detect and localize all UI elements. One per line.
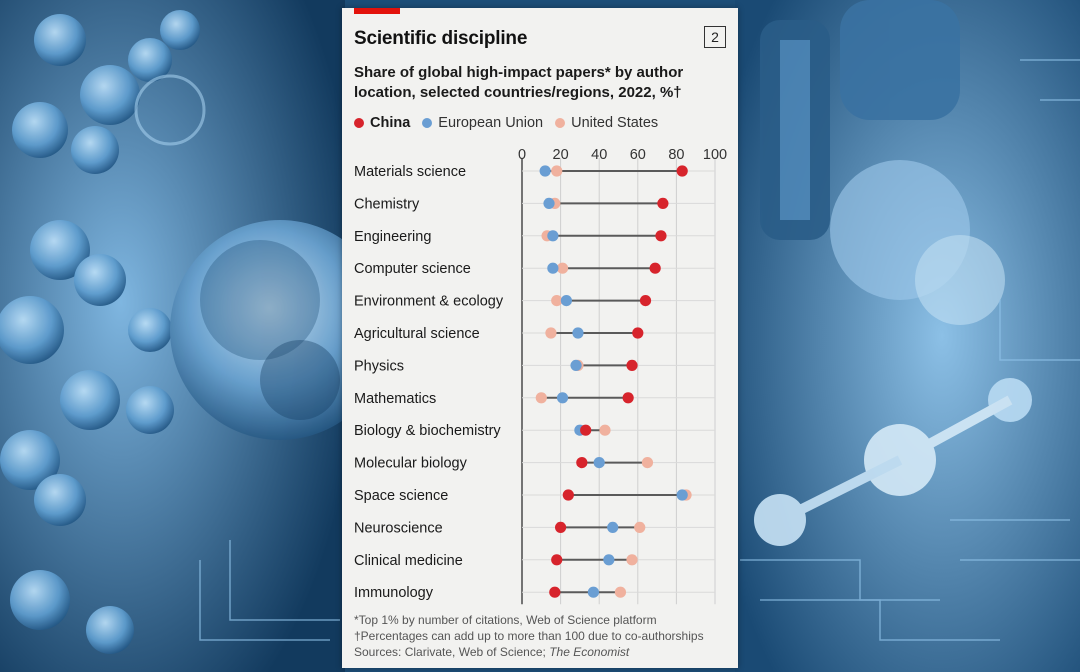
- dot-european-union-clinical-medicine: [603, 554, 615, 566]
- footnotes: *Top 1% by number of citations, Web of S…: [354, 612, 704, 660]
- category-label-environment-ecology: Environment & ecology: [354, 294, 504, 310]
- dot-china-space-science: [562, 489, 574, 501]
- category-label-clinical-medicine: Clinical medicine: [354, 553, 463, 569]
- chart-subtitle: Share of global high-impact papers* by a…: [354, 64, 684, 101]
- dot-united-states-clinical-medicine: [626, 554, 638, 566]
- chart-title: Scientific discipline: [354, 28, 528, 49]
- dot-european-union-environment-ecology: [560, 295, 572, 307]
- category-label-agricultural-science: Agricultural science: [354, 326, 480, 342]
- category-label-materials-science: Materials science: [354, 164, 466, 180]
- dot-european-union-engineering: [547, 230, 559, 242]
- brand-accent-bar: [354, 8, 400, 14]
- category-label-chemistry: Chemistry: [354, 196, 420, 212]
- legend-label-eu: European Union: [438, 115, 544, 131]
- legend-dot-china: [354, 118, 364, 128]
- dot-european-union-immunology: [587, 586, 600, 598]
- legend-item-china: China: [354, 115, 410, 131]
- legend-item-us: United States: [555, 115, 658, 131]
- dot-european-union-physics: [570, 359, 582, 371]
- legend: China European Union United States: [354, 115, 670, 131]
- dot-european-union-space-science: [676, 489, 688, 501]
- dot-china-engineering: [655, 230, 667, 242]
- category-label-computer-science: Computer science: [354, 261, 471, 277]
- dot-european-union-chemistry: [543, 197, 555, 209]
- x-tick-label-100: 100: [703, 147, 727, 163]
- category-label-biology-biochemistry: Biology & biochemistry: [354, 423, 501, 439]
- legend-item-eu: European Union: [422, 115, 543, 131]
- chart-number-badge: 2: [704, 26, 726, 48]
- x-tick-label-40: 40: [591, 147, 607, 163]
- dot-china-immunology: [549, 586, 561, 598]
- dot-european-union-materials-science: [539, 165, 551, 177]
- category-label-mathematics: Mathematics: [354, 391, 436, 407]
- footnote-citations: *Top 1% by number of citations, Web of S…: [354, 613, 657, 627]
- dot-china-neuroscience: [555, 521, 567, 533]
- dot-china-molecular-biology: [576, 457, 588, 469]
- dot-plot: 0 20 40 60 80 100 Materials science Chemistry En…: [354, 147, 727, 605]
- dot-united-states-molecular-biology: [641, 457, 654, 469]
- dot-china-computer-science: [649, 262, 661, 274]
- dot-china-physics: [626, 359, 638, 371]
- dot-china-agricultural-science: [632, 327, 644, 339]
- dot-united-states-environment-ecology: [551, 295, 563, 307]
- dot-united-states-computer-science: [556, 262, 569, 274]
- sources-text: Sources: Clarivate, Web of Science;: [354, 645, 550, 659]
- dot-united-states-biology-biochemistry: [599, 424, 611, 436]
- dot-china-chemistry: [657, 197, 669, 209]
- dot-united-states-agricultural-science: [545, 327, 557, 339]
- dot-china-biology-biochemistry: [580, 424, 592, 436]
- legend-label-china: China: [370, 115, 411, 131]
- sources-publication: The Economist: [549, 645, 630, 659]
- category-label-immunology: Immunology: [354, 585, 434, 601]
- legend-dot-eu: [422, 118, 433, 128]
- category-label-space-science: Space science: [354, 488, 448, 504]
- dot-european-union-neuroscience: [607, 521, 619, 533]
- dot-china-mathematics: [622, 392, 634, 404]
- x-tick-label-0: 0: [518, 147, 526, 163]
- dot-china-materials-science: [676, 165, 688, 177]
- x-tick-label-60: 60: [630, 147, 646, 163]
- legend-dot-us: [555, 118, 566, 128]
- dot-united-states-materials-science: [551, 165, 563, 177]
- dot-european-union-agricultural-science: [572, 327, 584, 339]
- dot-european-union-mathematics: [556, 392, 569, 404]
- dot-united-states-neuroscience: [634, 521, 646, 533]
- dot-european-union-molecular-biology: [593, 457, 605, 469]
- footnote-sources: Sources: Clarivate, Web of Science; The …: [354, 644, 704, 660]
- chart-card: Scientific discipline 2 Share of global …: [342, 8, 738, 668]
- x-tick-label-20: 20: [553, 147, 569, 163]
- category-label-neuroscience: Neuroscience: [354, 520, 443, 536]
- dot-united-states-immunology: [614, 586, 627, 598]
- dot-china-environment-ecology: [639, 295, 652, 307]
- category-label-engineering: Engineering: [354, 229, 431, 245]
- footnote-coauthorship: †Percentages can add up to more than 100…: [354, 629, 704, 643]
- category-label-physics: Physics: [354, 358, 404, 374]
- x-tick-label-80: 80: [668, 147, 684, 163]
- dot-china-clinical-medicine: [551, 554, 563, 566]
- dot-european-union-computer-science: [547, 262, 559, 274]
- category-label-molecular-biology: Molecular biology: [354, 456, 468, 472]
- dot-united-states-mathematics: [535, 392, 547, 404]
- legend-label-us: United States: [571, 115, 659, 131]
